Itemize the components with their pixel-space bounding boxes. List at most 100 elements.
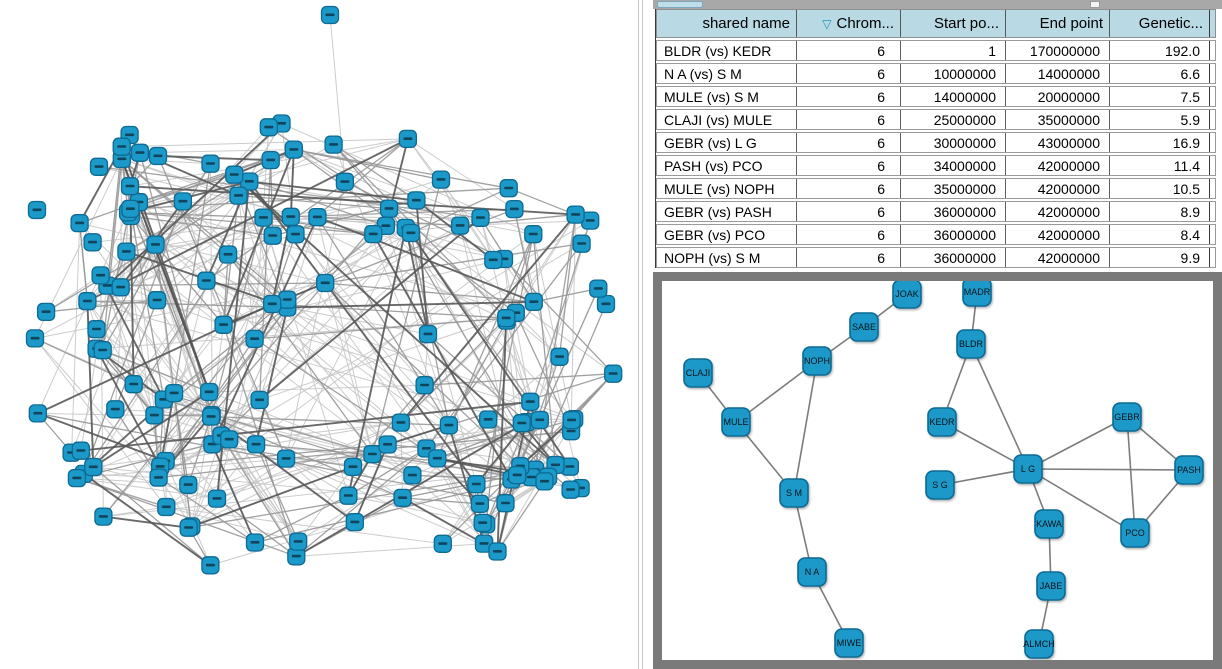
network-node[interactable]: [250, 390, 269, 410]
network-node[interactable]: [335, 172, 355, 191]
network-node[interactable]: [378, 435, 397, 454]
network-node[interactable]: [245, 533, 265, 552]
network-node[interactable]: [147, 291, 167, 310]
network-node[interactable]: [431, 170, 451, 189]
network-node[interactable]: [433, 534, 452, 553]
network-node[interactable]: S M: [779, 478, 809, 508]
network-node[interactable]: [87, 320, 106, 339]
network-node[interactable]: [289, 532, 308, 551]
table-row[interactable]: PASH (vs) PCO 6 34000000 42000000 11.4: [656, 155, 1216, 176]
network-node[interactable]: [25, 329, 45, 348]
table-row[interactable]: MULE (vs) NOPH 6 35000000 42000000 10.5: [656, 178, 1216, 199]
network-node[interactable]: [246, 435, 266, 454]
network-node[interactable]: [488, 542, 507, 561]
network-node[interactable]: [496, 494, 515, 513]
network-node[interactable]: [284, 140, 303, 159]
column-header-chromosome[interactable]: ▽ Chrom...: [797, 10, 901, 37]
network-node[interactable]: [146, 235, 165, 254]
network-edge[interactable]: [1027, 468, 1136, 534]
network-node[interactable]: [130, 143, 150, 162]
network-node[interactable]: [467, 475, 486, 494]
network-node[interactable]: JABE: [1036, 571, 1066, 601]
network-node[interactable]: [316, 273, 335, 293]
network-node[interactable]: [207, 489, 227, 508]
network-node[interactable]: [562, 410, 581, 430]
table-row[interactable]: CLAJI (vs) MULE 6 25000000 35000000 5.9: [656, 109, 1216, 130]
network-node[interactable]: [391, 413, 411, 432]
table-row[interactable]: GEBR (vs) PASH 6 36000000 42000000 8.9: [656, 201, 1216, 222]
main-network-canvas[interactable]: [0, 0, 648, 669]
network-node[interactable]: [418, 324, 438, 344]
network-node[interactable]: [521, 392, 540, 411]
network-node[interactable]: [345, 512, 364, 532]
network-node[interactable]: [505, 199, 524, 219]
network-node[interactable]: [512, 414, 531, 433]
network-node[interactable]: [497, 308, 516, 328]
network-edge[interactable]: [1027, 468, 1190, 471]
network-node[interactable]: [201, 407, 221, 426]
network-node[interactable]: [508, 465, 527, 485]
network-edge[interactable]: [1126, 416, 1136, 534]
network-node[interactable]: [91, 266, 110, 285]
network-node[interactable]: [499, 179, 518, 198]
network-node[interactable]: [149, 468, 168, 487]
network-node[interactable]: [415, 376, 434, 395]
network-node[interactable]: BLDR: [956, 329, 986, 359]
column-header-genetic[interactable]: Genetic...: [1110, 10, 1210, 37]
network-node[interactable]: KAWA: [1034, 509, 1064, 539]
network-node[interactable]: [471, 208, 490, 227]
network-node[interactable]: [201, 556, 220, 575]
network-node[interactable]: [70, 213, 89, 233]
network-node[interactable]: [218, 245, 238, 264]
network-node[interactable]: [201, 154, 220, 173]
network-node[interactable]: [263, 294, 282, 314]
network-node[interactable]: [550, 347, 569, 366]
network-node[interactable]: [106, 400, 125, 419]
network-node[interactable]: [524, 225, 543, 244]
table-row[interactable]: GEBR (vs) L G 6 30000000 43000000 16.9: [656, 132, 1216, 153]
network-node[interactable]: [28, 404, 47, 423]
network-node[interactable]: [403, 466, 422, 485]
network-node[interactable]: [572, 234, 591, 253]
network-node[interactable]: S G: [925, 470, 955, 500]
network-node[interactable]: [229, 186, 248, 205]
network-node[interactable]: [589, 279, 608, 298]
network-node[interactable]: MULE: [721, 407, 751, 437]
network-node[interactable]: [535, 472, 554, 491]
network-node[interactable]: N A: [797, 557, 827, 587]
network-node[interactable]: [450, 216, 470, 235]
network-node[interactable]: [84, 457, 103, 477]
network-node[interactable]: [179, 518, 198, 537]
network-node[interactable]: [308, 207, 327, 227]
network-node[interactable]: NOPH: [802, 346, 832, 376]
network-node[interactable]: [364, 224, 383, 244]
network-node[interactable]: [94, 507, 113, 526]
network-node[interactable]: [164, 383, 184, 403]
network-node[interactable]: [281, 207, 300, 226]
network-node[interactable]: [121, 199, 140, 219]
network-node[interactable]: [124, 375, 143, 394]
network-node[interactable]: [524, 292, 543, 312]
main-network-svg[interactable]: [0, 0, 648, 669]
table-row[interactable]: NOPH (vs) S M 6 36000000 42000000 9.9: [656, 247, 1216, 268]
network-node[interactable]: [324, 135, 343, 154]
network-node[interactable]: [200, 382, 219, 402]
column-header-end-point[interactable]: End point: [1006, 10, 1110, 37]
network-node[interactable]: [67, 468, 87, 488]
network-node[interactable]: [566, 205, 585, 224]
network-node[interactable]: [214, 315, 233, 334]
network-node[interactable]: [596, 294, 616, 314]
network-node[interactable]: [320, 5, 340, 25]
network-node[interactable]: [428, 449, 447, 468]
network-node[interactable]: GEBR: [1112, 402, 1142, 432]
network-node[interactable]: [148, 146, 168, 166]
network-node[interactable]: [398, 129, 418, 149]
network-node[interactable]: [36, 302, 56, 322]
network-node[interactable]: [27, 200, 47, 220]
network-node[interactable]: MIWE: [834, 628, 864, 658]
network-node[interactable]: [530, 410, 549, 430]
network-node[interactable]: [339, 486, 358, 505]
network-node[interactable]: [470, 494, 490, 513]
network-node[interactable]: [263, 226, 282, 245]
network-node[interactable]: [78, 292, 97, 311]
